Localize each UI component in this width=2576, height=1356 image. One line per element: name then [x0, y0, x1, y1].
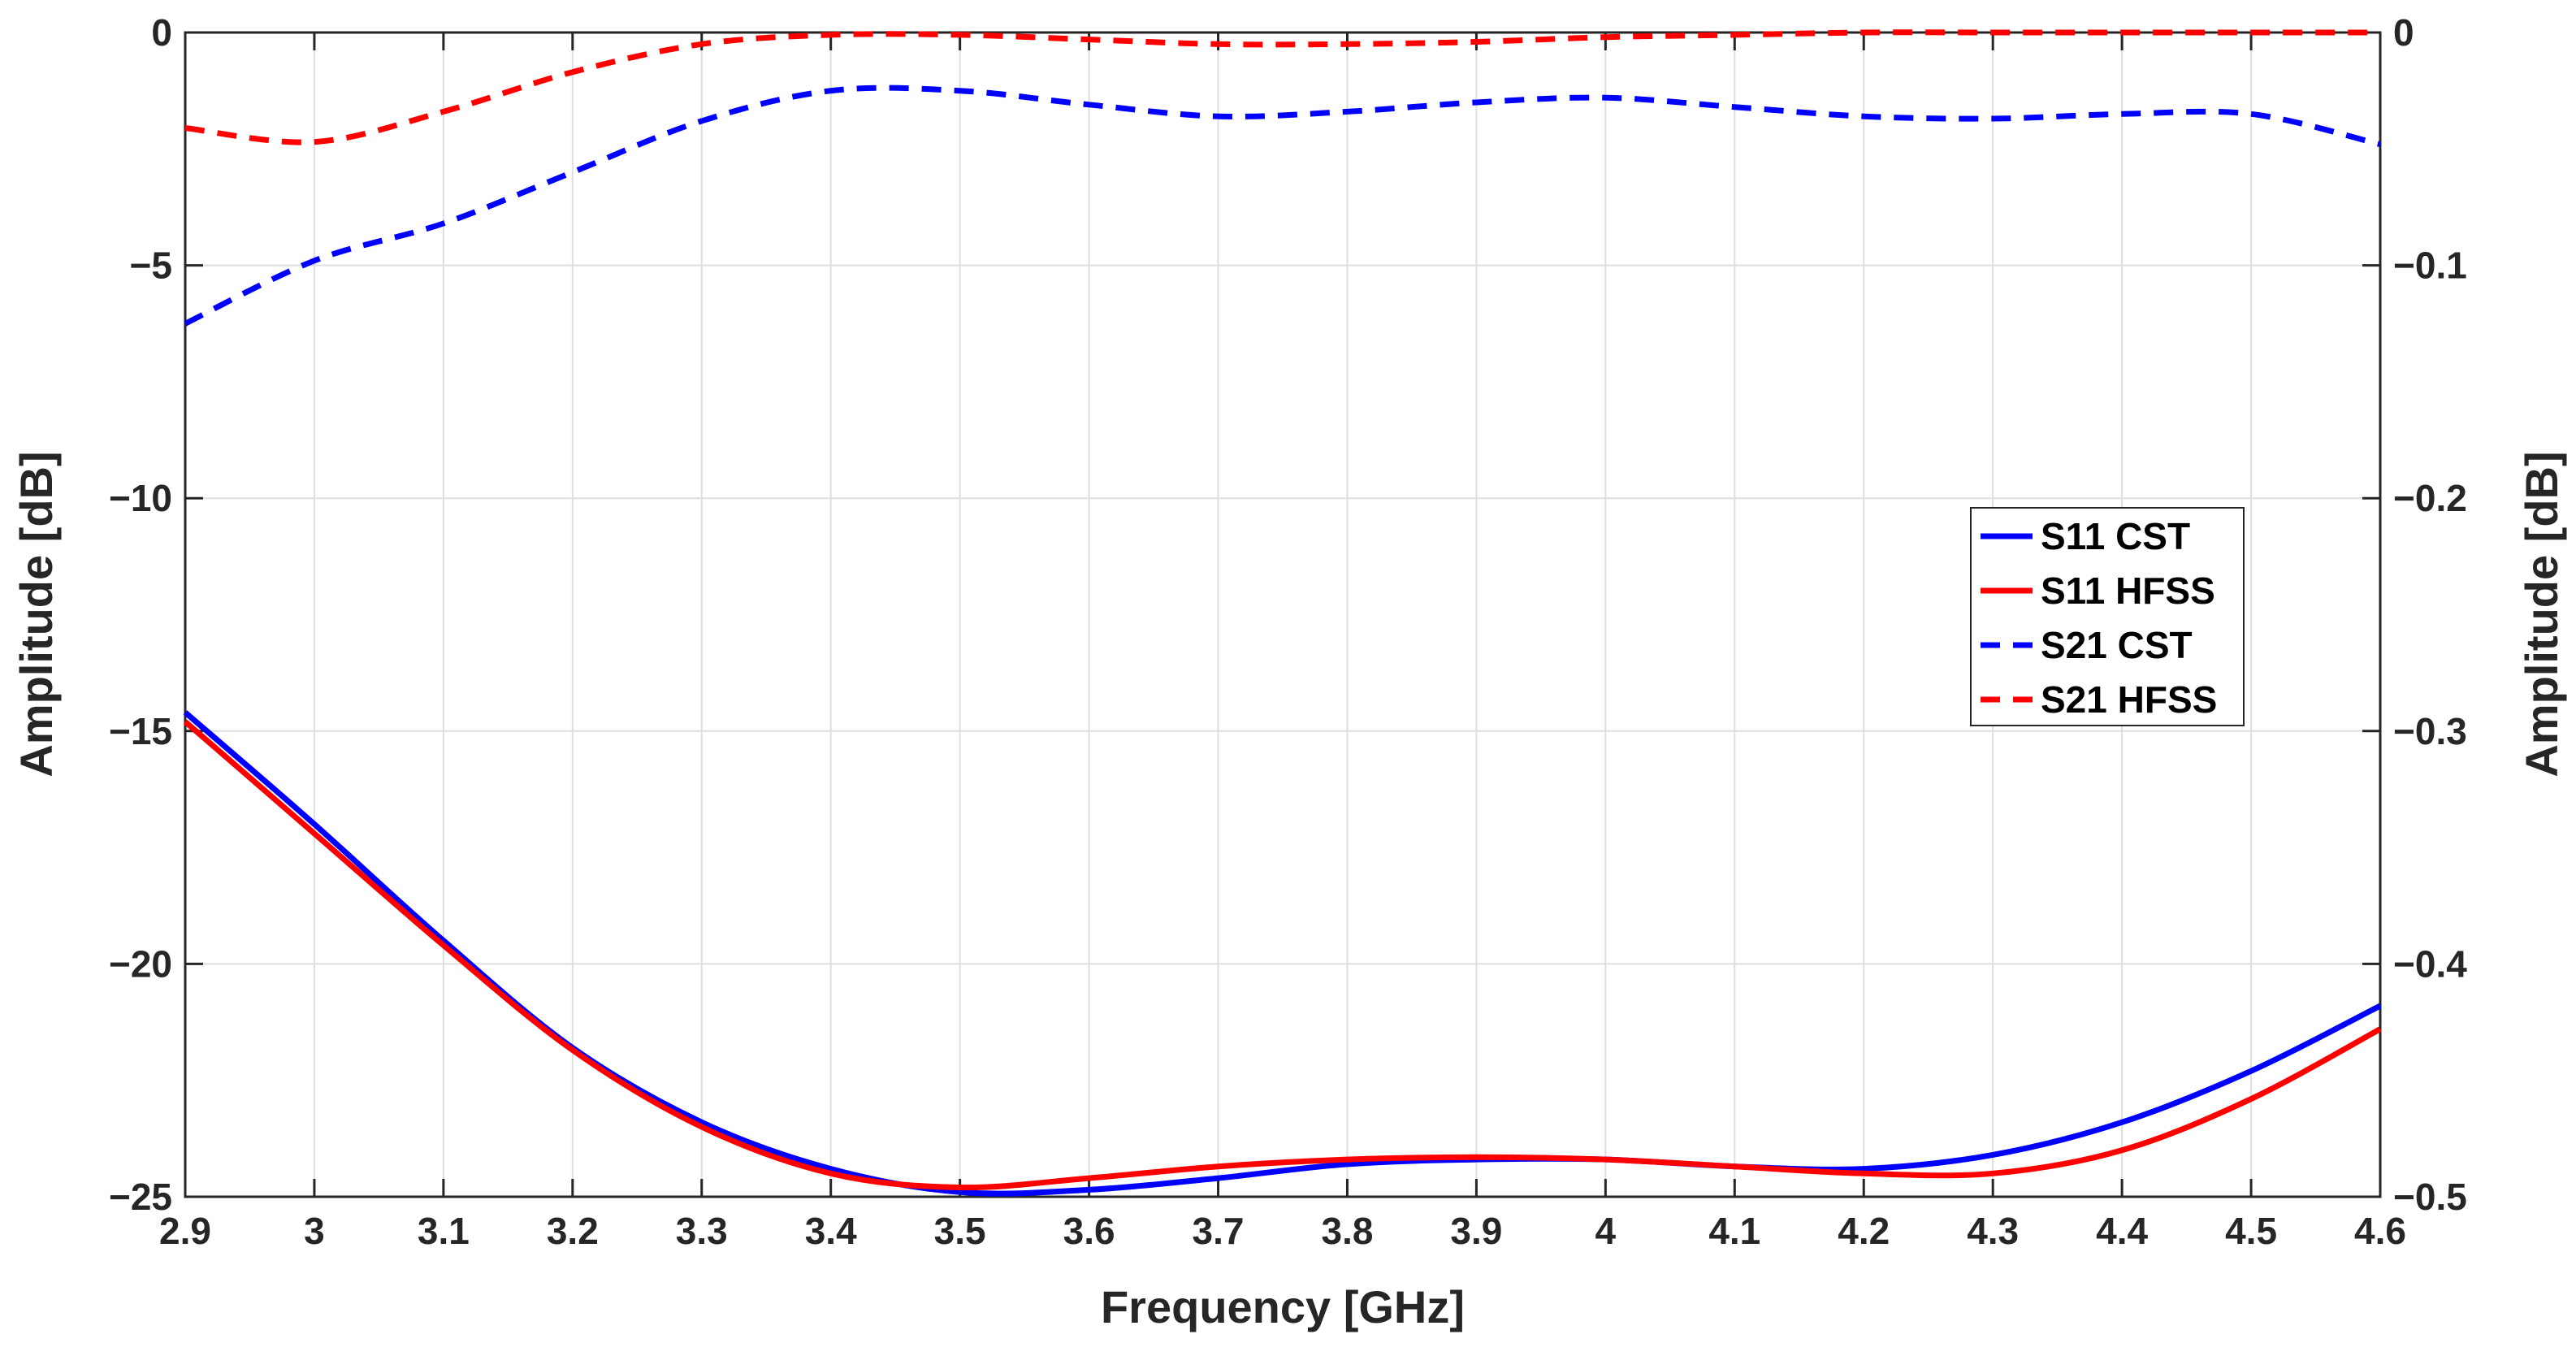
x-axis-title: Frequency [GHz]: [1101, 1281, 1465, 1332]
x-tick-label: 4.2: [1838, 1210, 1890, 1252]
legend: S11 CST S11 HFSS S21 CST S21 HFSS: [1970, 507, 2245, 726]
y-right-tick-label: 0: [2393, 11, 2414, 54]
x-tick-label: 3.8: [1321, 1210, 1373, 1252]
y-right-tick-label: −0.3: [2393, 710, 2467, 752]
y-left-tick-label: −20: [109, 942, 172, 985]
tick-labels: 2.9 3 3.1 3.2 3.3 3.4 3.5 3.6 3.7 3.8 3.9 4 4.1 4.2 4.…: [109, 11, 2467, 1252]
series-line-s11-hfss: [183, 719, 2382, 1191]
x-tick-label: 3.5: [934, 1210, 986, 1252]
x-tick-label: 4.4: [2096, 1210, 2148, 1252]
series-line-s21-hfss: [184, 29, 2380, 145]
y-left-tick-label: −15: [109, 710, 172, 752]
x-tick-label: 3.6: [1063, 1210, 1115, 1252]
x-tick-label: 2.9: [159, 1210, 211, 1252]
y-left-tick-label: 0: [151, 11, 172, 54]
x-tick-label: 3: [304, 1210, 325, 1252]
x-tick-label: 4: [1595, 1210, 1617, 1252]
series-lines: [183, 29, 2382, 1197]
plot-area-frame: [184, 31, 2382, 1198]
x-tick-label: 3.3: [676, 1210, 728, 1252]
x-tick-label: 4.1: [1708, 1210, 1760, 1252]
y-left-tick-label: −5: [130, 245, 172, 287]
y-axis-left-title: Amplitude [dB]: [11, 451, 62, 777]
y-right-tick-label: −0.2: [2393, 477, 2467, 519]
legend-label: S21 HFSS: [2041, 678, 2217, 721]
legend-label: S11 HFSS: [2041, 570, 2215, 612]
x-tick-label: 3.9: [1450, 1210, 1502, 1252]
y-axis-right-title: Amplitude [dB]: [2516, 451, 2567, 777]
x-tick-label: 4.6: [2354, 1210, 2406, 1252]
y-right-tick-label: −0.1: [2393, 245, 2467, 287]
x-tick-label: 3.7: [1193, 1210, 1245, 1252]
x-tick-label: 3.2: [547, 1210, 599, 1252]
x-tick-label: 4.3: [1967, 1210, 2019, 1252]
legend-label: S11 CST: [2041, 515, 2190, 557]
legend-label: S21 CST: [2041, 624, 2193, 666]
y-left-tick-label: −10: [109, 477, 172, 519]
x-tick-label: 3.4: [805, 1210, 857, 1252]
legend-box: [1970, 507, 2245, 726]
series-line-s21-cst: [184, 84, 2381, 327]
y-right-tick-label: −0.5: [2393, 1176, 2467, 1218]
x-tick-label: 3.1: [418, 1210, 470, 1252]
y-left-tick-label: −25: [109, 1176, 172, 1218]
x-tick-label: 4.5: [2225, 1210, 2277, 1252]
y-right-tick-label: −0.4: [2393, 942, 2467, 985]
